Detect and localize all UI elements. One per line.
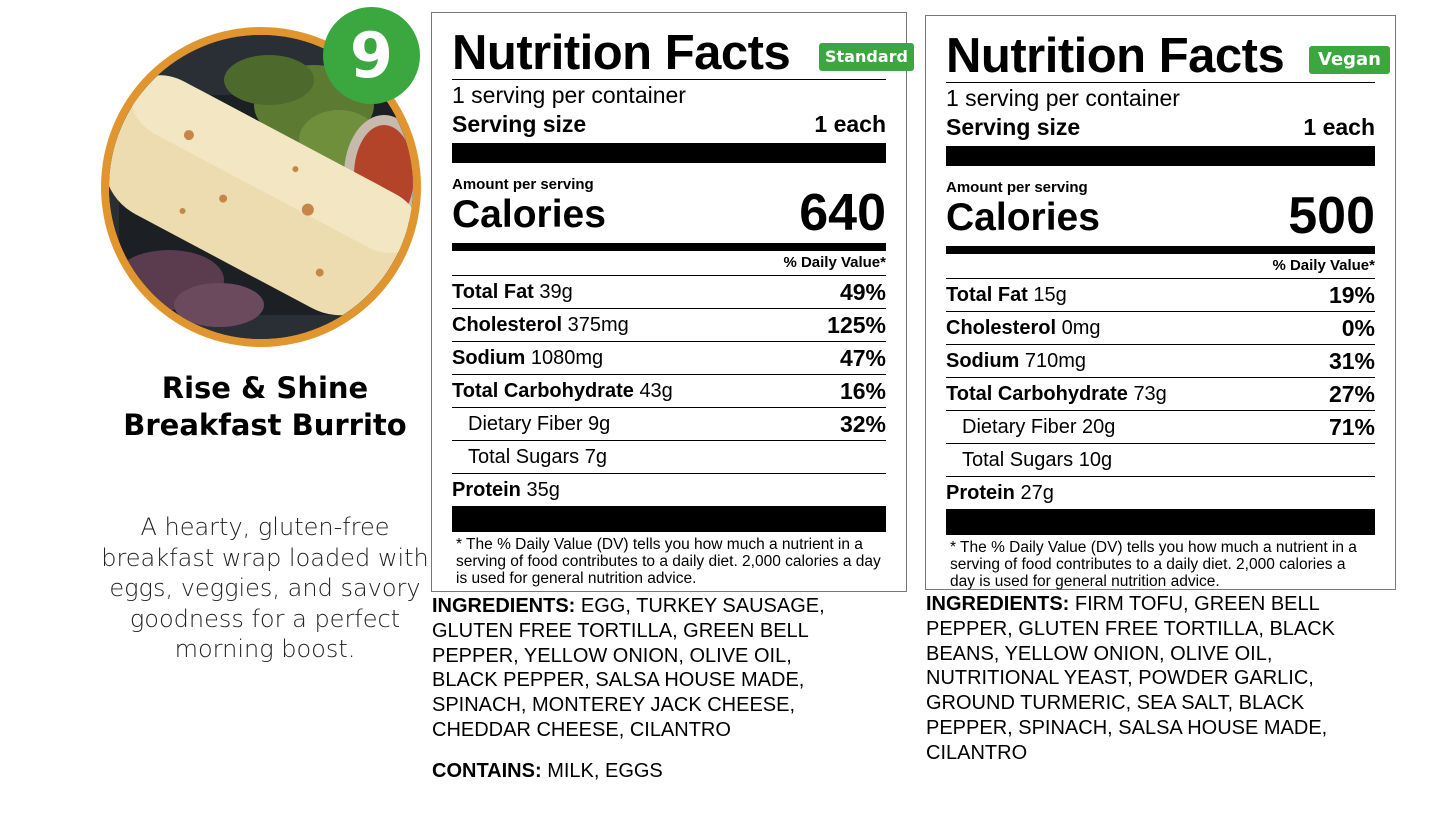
ingredients-label: INGREDIENTS: bbox=[926, 593, 1070, 615]
nutrient-name: Sodium bbox=[946, 349, 1020, 372]
nutrition-facts-title: Nutrition Facts bbox=[946, 29, 1285, 83]
nutrient-name: Cholesterol bbox=[452, 313, 563, 336]
ingredients-list: FIRM TOFU, GREEN BELL PEPPER, GLUTEN FRE… bbox=[926, 593, 1336, 764]
product-title: Rise & Shine Breakfast Burrito bbox=[100, 370, 430, 444]
nutrient-row: Total Carbohydrate 43g 16% bbox=[452, 374, 886, 407]
nutrient-name: Total Fat bbox=[946, 283, 1028, 306]
nutrient-name: Total Carbohydrate bbox=[946, 382, 1128, 405]
product-title-line1: Rise & Shine bbox=[161, 371, 369, 405]
nutrient-name: Cholesterol bbox=[946, 316, 1057, 339]
nutrient-dv: 27% bbox=[1328, 380, 1375, 407]
nutrient-amount: 710mg bbox=[1024, 349, 1087, 372]
nutrient-amount: 35g bbox=[526, 478, 560, 501]
nutrient-dv: 31% bbox=[1328, 347, 1375, 374]
contains-label: CONTAINS: bbox=[432, 760, 542, 782]
nutrient-row: Total Carbohydrate 73g 27% bbox=[946, 377, 1375, 410]
nutrient-row: Protein 35g bbox=[452, 473, 886, 506]
contains-list: MILK, EGGS bbox=[547, 760, 663, 782]
nutrient-dv: 19% bbox=[1328, 281, 1375, 308]
daily-value-header: % Daily Value* bbox=[783, 254, 886, 271]
nutrition-label-vegan: Nutrition Facts Vegan 1 serving per cont… bbox=[925, 15, 1396, 590]
serving-size-row: Serving size 1 each bbox=[946, 113, 1375, 141]
daily-value-header: % Daily Value* bbox=[1272, 257, 1375, 274]
nutrient-row: Total Fat 15g 19% bbox=[946, 278, 1375, 311]
nutrient-name: Dietary Fiber 9g bbox=[468, 412, 611, 435]
nutrient-dv: 125% bbox=[827, 311, 886, 338]
divider-medium bbox=[452, 243, 886, 251]
servings-per-container: 1 serving per container bbox=[452, 82, 686, 108]
nutrient-name: Protein bbox=[452, 478, 521, 501]
daily-value-footnote: * The % Daily Value (DV) tells you how m… bbox=[950, 539, 1357, 590]
nutrient-dv: 16% bbox=[839, 377, 886, 404]
nutrient-row: Cholesterol 0mg 0% bbox=[946, 311, 1375, 344]
nutrient-row: Total Fat 39g 49% bbox=[452, 275, 886, 308]
nutrient-dv: 0% bbox=[1341, 314, 1375, 341]
nutrient-amount: 43g bbox=[639, 379, 673, 402]
burrito-illustration bbox=[109, 35, 413, 339]
serving-size-label: Serving size bbox=[452, 111, 587, 137]
nutrient-name: Total Fat bbox=[452, 280, 534, 303]
nutrient-dv: 47% bbox=[839, 344, 886, 371]
serving-size-label: Serving size bbox=[946, 114, 1081, 140]
allergens-contains: CONTAINS: MILK, EGGS bbox=[432, 759, 663, 783]
nutrient-name: Total Sugars 10g bbox=[962, 448, 1113, 471]
ingredients-list: EGG, TURKEY SAUSAGE, GLUTEN FREE TORTILL… bbox=[432, 595, 825, 741]
nutrient-name: Protein bbox=[946, 481, 1015, 504]
amount-per-serving: Amount per serving bbox=[946, 179, 1088, 196]
nutrient-row: Sodium 1080mg 47% bbox=[452, 341, 886, 374]
nutrient-row: Cholesterol 375mg 125% bbox=[452, 308, 886, 341]
nutrient-dv: 49% bbox=[839, 278, 886, 305]
product-description: A hearty, gluten-free breakfast wrap loa… bbox=[101, 513, 429, 663]
nutrient-amount: 375mg bbox=[567, 313, 629, 336]
ingredients-vegan: INGREDIENTS: FIRM TOFU, GREEN BELL PEPPE… bbox=[926, 592, 1356, 766]
nutrient-amount: 73g bbox=[1133, 382, 1167, 405]
nutrient-amount: 0mg bbox=[1061, 316, 1101, 339]
nutrition-label-standard: Nutrition Facts Standard 1 serving per c… bbox=[431, 12, 914, 592]
calories-label: Calories bbox=[946, 196, 1100, 239]
nutrient-amount: 27g bbox=[1020, 481, 1054, 504]
calories-value: 500 bbox=[1288, 187, 1375, 245]
nutrient-row: Total Sugars 7g bbox=[452, 440, 886, 473]
serving-size-value: 1 each bbox=[1303, 114, 1375, 140]
divider-medium bbox=[946, 246, 1375, 254]
nutrient-row: Total Sugars 10g bbox=[946, 443, 1375, 476]
product-title-line2: Breakfast Burrito bbox=[123, 408, 407, 442]
nutrient-amount: 15g bbox=[1033, 283, 1067, 306]
nutrient-amount: 1080mg bbox=[530, 346, 604, 369]
calories-row: Calories 640 bbox=[452, 187, 886, 239]
divider-bottom bbox=[946, 509, 1375, 535]
nutrient-name: Total Sugars 7g bbox=[468, 445, 607, 468]
ingredients-standard: INGREDIENTS: EGG, TURKEY SAUSAGE, GLUTEN… bbox=[432, 594, 852, 743]
variant-tag: Standard bbox=[819, 43, 914, 71]
nutrient-name: Total Carbohydrate bbox=[452, 379, 634, 402]
ingredients-label: INGREDIENTS: bbox=[432, 595, 576, 617]
serving-size-row: Serving size 1 each bbox=[452, 110, 886, 138]
divider-thick bbox=[946, 146, 1375, 166]
nutrient-amount: 39g bbox=[539, 280, 573, 303]
nutrient-row: Protein 27g bbox=[946, 476, 1375, 509]
nutrient-row: Sodium 710mg 31% bbox=[946, 344, 1375, 377]
calories-value: 640 bbox=[799, 184, 886, 242]
divider-thick bbox=[452, 143, 886, 163]
nutrient-row: Dietary Fiber 20g 71% bbox=[946, 410, 1375, 443]
nutrient-dv: 32% bbox=[839, 410, 886, 437]
variant-tag: Vegan bbox=[1309, 46, 1390, 74]
daily-value-footnote: * The % Daily Value (DV) tells you how m… bbox=[456, 536, 881, 587]
servings-per-container: 1 serving per container bbox=[946, 85, 1180, 111]
nutrient-row: Dietary Fiber 9g 32% bbox=[452, 407, 886, 440]
nutrition-facts-title: Nutrition Facts bbox=[452, 26, 791, 80]
calories-row: Calories 500 bbox=[946, 190, 1375, 242]
item-number-badge: 9 bbox=[323, 7, 420, 104]
divider-bottom bbox=[452, 506, 886, 532]
nutrient-name: Dietary Fiber 20g bbox=[962, 415, 1116, 438]
nutrient-name: Sodium bbox=[452, 346, 526, 369]
nutrient-dv: 71% bbox=[1328, 413, 1375, 440]
calories-label: Calories bbox=[452, 193, 606, 236]
serving-size-value: 1 each bbox=[814, 111, 886, 137]
amount-per-serving: Amount per serving bbox=[452, 176, 594, 193]
